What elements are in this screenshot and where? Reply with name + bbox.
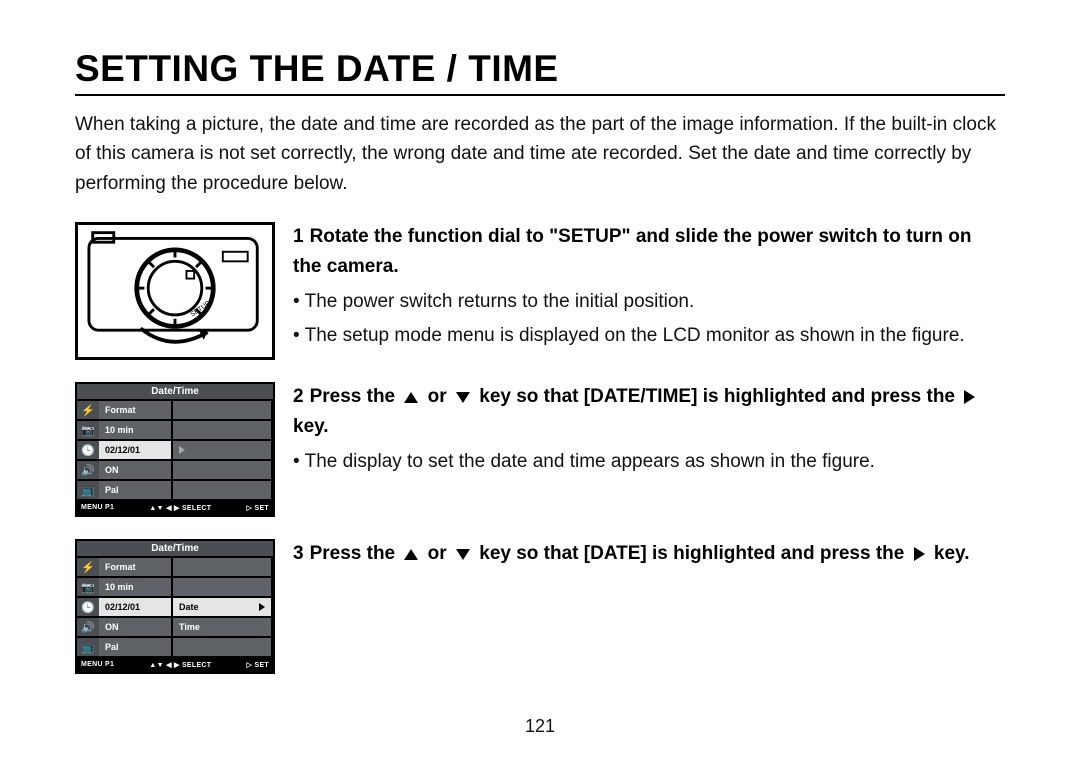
lcd2-icon-1: 📷 — [77, 578, 99, 598]
lcd1-row-0-main: Format — [99, 401, 173, 419]
lcd2-row-4: Pal — [99, 638, 273, 658]
lcd2-row-0: Format — [99, 558, 273, 578]
step-1-bullet-1: The power switch returns to the initial … — [293, 287, 1005, 316]
camera-diagram: SETUP — [75, 222, 275, 360]
lcd2-row-3: ONTime — [99, 618, 273, 638]
lcd1-row-1-main: 10 min — [99, 421, 173, 439]
up-arrow-icon — [404, 392, 418, 403]
step-2-bullet-1: The display to set the date and time app… — [293, 447, 1005, 476]
lcd1-row-2-sub — [173, 441, 273, 459]
lcd-screenshot-1: Date/Time ⚡📷🕒🔊📺 Format 10 min 02/12/01 ON Pa… — [75, 382, 275, 517]
lcd2-icon-4: 📺 — [77, 638, 99, 658]
step-2-num: 2 — [293, 386, 304, 407]
lcd1-title: Date/Time — [77, 384, 273, 401]
down-arrow-icon — [456, 549, 470, 560]
lcd1-icon-1: 📷 — [77, 421, 99, 441]
step-3-num: 3 — [293, 543, 304, 564]
lcd1-row-0: Format — [99, 401, 273, 421]
submenu-arrow-icon — [179, 446, 185, 454]
step-3-heading: 3Press the or key so that [DATE] is high… — [293, 539, 1005, 568]
step-1-row: SETUP 1Rotate the function dial to "SETU… — [75, 222, 1005, 360]
lcd1-row-1: 10 min — [99, 421, 273, 441]
lcd1-row-0-sub — [173, 401, 273, 419]
down-arrow-icon — [456, 392, 470, 403]
lcd1-row-4: Pal — [99, 481, 273, 501]
lcd2-row-1-main: 10 min — [99, 578, 173, 596]
page-title: Setting the Date / Time — [75, 48, 1005, 96]
lcd2-row-2-sub: Date — [173, 598, 273, 616]
lcd1-row-2: 02/12/01 — [99, 441, 273, 461]
lcd1-icon-3: 🔊 — [77, 461, 99, 481]
lcd1-row-3-main: ON — [99, 461, 173, 479]
lcd2-row-4-sub — [173, 638, 273, 656]
lcd2-row-1: 10 min — [99, 578, 273, 598]
lcd1-row-4-sub — [173, 481, 273, 499]
lcd2-row-4-main: Pal — [99, 638, 173, 656]
lcd2-row-1-sub — [173, 578, 273, 596]
lcd1-footer-left: MENU P1 — [81, 504, 114, 512]
lcd2-row-3-main: ON — [99, 618, 173, 636]
lcd1-row-2-main: 02/12/01 — [99, 441, 173, 459]
right-arrow-icon — [964, 390, 975, 404]
step-1-text: Rotate the function dial to "SETUP" and … — [293, 226, 972, 276]
lcd2-icon-3: 🔊 — [77, 618, 99, 638]
lcd1-icon-4: 📺 — [77, 481, 99, 501]
lcd2-row-2-main: 02/12/01 — [99, 598, 173, 616]
lcd1-row-1-sub — [173, 421, 273, 439]
lcd2-footer-mid: ▲▼ ◀ ▶ SELECT — [149, 661, 211, 669]
page-number: 121 — [525, 716, 555, 737]
lcd2-row-3-sub: Time — [173, 618, 273, 636]
lcd1-row-4-main: Pal — [99, 481, 173, 499]
intro-text: When taking a picture, the date and time… — [75, 110, 1005, 198]
lcd1-icon-2: 🕒 — [77, 441, 99, 461]
step-1-bullet-2: The setup mode menu is displayed on the … — [293, 321, 1005, 350]
lcd1-row-3-sub — [173, 461, 273, 479]
step-2-row: Date/Time ⚡📷🕒🔊📺 Format 10 min 02/12/01 ON Pa… — [75, 382, 1005, 517]
step-2-heading: 2Press the or key so that [DATE/TIME] is… — [293, 382, 1005, 441]
lcd1-row-3: ON — [99, 461, 273, 481]
lcd-screenshot-2: Date/Time ⚡📷🕒🔊📺 Format 10 min 02/12/01Date… — [75, 539, 275, 674]
up-arrow-icon — [404, 549, 418, 560]
lcd2-footer-left: MENU P1 — [81, 661, 114, 669]
step-1-num: 1 — [293, 226, 304, 247]
step-3-row: Date/Time ⚡📷🕒🔊📺 Format 10 min 02/12/01Date… — [75, 539, 1005, 674]
lcd2-title: Date/Time — [77, 541, 273, 558]
lcd2-icon-0: ⚡ — [77, 558, 99, 578]
lcd2-icon-2: 🕒 — [77, 598, 99, 618]
lcd2-row-2: 02/12/01Date — [99, 598, 273, 618]
lcd1-icon-0: ⚡ — [77, 401, 99, 421]
lcd2-footer-right: ▷ SET — [247, 661, 269, 669]
lcd2-row-0-sub — [173, 558, 273, 576]
lcd1-footer-right: ▷ SET — [247, 504, 269, 512]
submenu-arrow-icon — [259, 603, 265, 611]
right-arrow-icon — [914, 547, 925, 561]
step-1-heading: 1Rotate the function dial to "SETUP" and… — [293, 222, 1005, 281]
lcd2-row-0-main: Format — [99, 558, 173, 576]
lcd1-footer-mid: ▲▼ ◀ ▶ SELECT — [149, 504, 211, 512]
